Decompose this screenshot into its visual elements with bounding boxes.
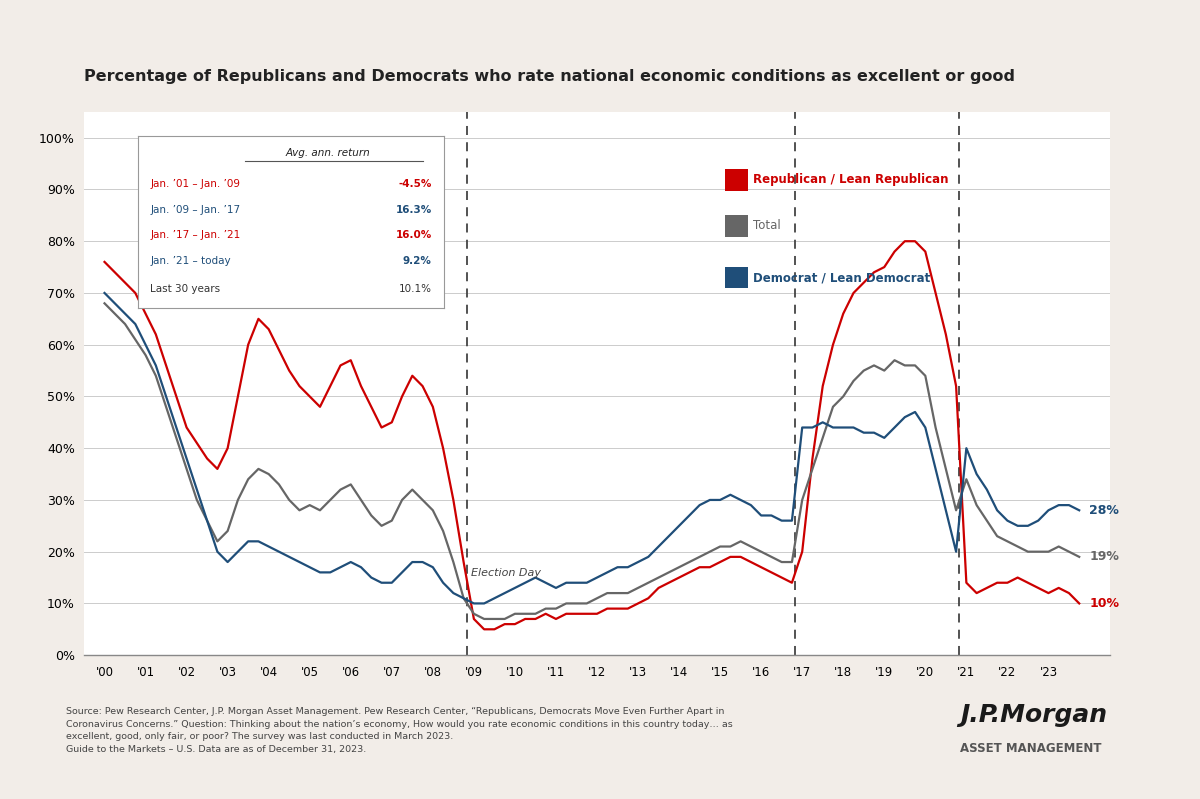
Text: ASSET MANAGEMENT: ASSET MANAGEMENT bbox=[960, 742, 1102, 755]
Text: 10.1%: 10.1% bbox=[398, 284, 432, 294]
Text: Last 30 years: Last 30 years bbox=[150, 284, 221, 294]
Text: Jan. ’09 – Jan. ’17: Jan. ’09 – Jan. ’17 bbox=[150, 205, 240, 215]
Text: Source: Pew Research Center, J.P. Morgan Asset Management. Pew Research Center, : Source: Pew Research Center, J.P. Morgan… bbox=[66, 707, 733, 753]
Text: 16.0%: 16.0% bbox=[396, 230, 432, 240]
Text: Total: Total bbox=[752, 220, 781, 233]
Text: 28%: 28% bbox=[1090, 504, 1120, 517]
Text: 16.3%: 16.3% bbox=[396, 205, 432, 215]
Text: Jan. ’21 – today: Jan. ’21 – today bbox=[150, 256, 230, 266]
Text: Jan. ’17 – Jan. ’21: Jan. ’17 – Jan. ’21 bbox=[150, 230, 240, 240]
Bar bbox=[725, 267, 748, 288]
Text: Democrat / Lean Democrat: Democrat / Lean Democrat bbox=[752, 271, 930, 284]
Text: J.P.Morgan: J.P.Morgan bbox=[960, 703, 1108, 727]
Bar bbox=[725, 169, 748, 191]
Text: 19%: 19% bbox=[1090, 551, 1120, 563]
Text: Avg. ann. return: Avg. ann. return bbox=[286, 148, 370, 158]
Text: 10%: 10% bbox=[1090, 597, 1120, 610]
Text: Percentage of Republicans and Democrats who rate national economic conditions as: Percentage of Republicans and Democrats … bbox=[84, 69, 1015, 84]
Bar bbox=[725, 215, 748, 237]
Text: 9.2%: 9.2% bbox=[403, 256, 432, 266]
Text: Election Day: Election Day bbox=[472, 567, 541, 578]
Text: -4.5%: -4.5% bbox=[398, 179, 432, 189]
Text: Jan. ’01 – Jan. ’09: Jan. ’01 – Jan. ’09 bbox=[150, 179, 240, 189]
Text: Republican / Lean Republican: Republican / Lean Republican bbox=[752, 173, 948, 186]
